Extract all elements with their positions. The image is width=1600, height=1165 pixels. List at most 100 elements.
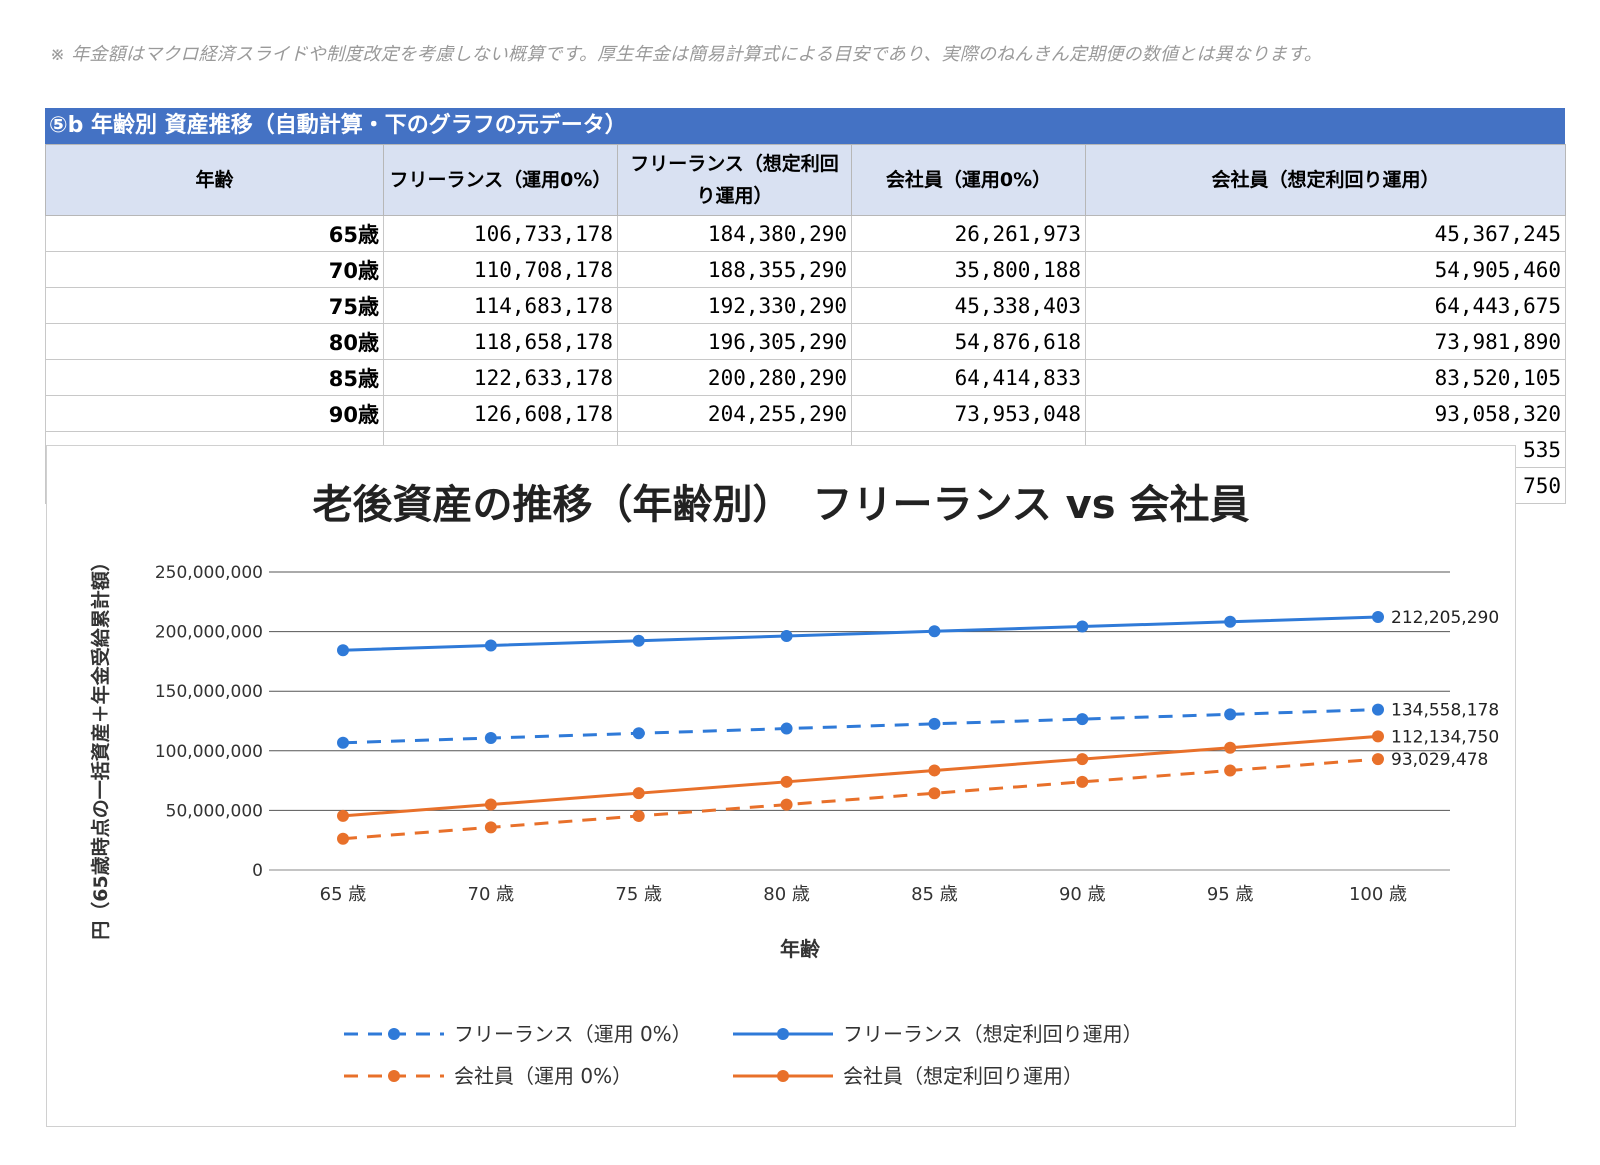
table-row: 70歳 110,708,178 188,355,290 35,800,188 5… bbox=[45, 251, 1566, 288]
disclaimer-note: ※ 年金額はマクロ経済スライドや制度改定を考慮しない概算です。厚生年金は簡易計算… bbox=[50, 44, 1322, 65]
data-point[interactable] bbox=[632, 634, 645, 647]
data-point[interactable] bbox=[632, 787, 645, 800]
x-tick-label: 100 歳 bbox=[1349, 884, 1407, 905]
data-point[interactable] bbox=[1372, 730, 1384, 743]
series-line bbox=[342, 615, 1379, 652]
header-freelance-invest[interactable]: フリーランス（想定利回り運用） bbox=[617, 144, 852, 216]
data-point[interactable] bbox=[1372, 703, 1384, 716]
cell-employee-invest[interactable]: 93,058,320 bbox=[1085, 395, 1566, 432]
cell-freelance-invest[interactable]: 200,280,290 bbox=[617, 359, 852, 396]
cell-employee-invest[interactable]: 73,981,890 bbox=[1085, 323, 1566, 360]
table-row: 85歳 122,633,178 200,280,290 64,414,833 8… bbox=[45, 359, 1566, 396]
header-employee-0[interactable]: 会社員（運用0%） bbox=[851, 144, 1086, 216]
data-point[interactable] bbox=[632, 727, 645, 740]
data-point[interactable] bbox=[484, 732, 497, 745]
table-row: 65歳 106,733,178 184,380,290 26,261,973 4… bbox=[45, 215, 1566, 252]
data-point[interactable] bbox=[484, 821, 497, 834]
data-point[interactable] bbox=[1076, 753, 1089, 766]
header-age[interactable]: 年齢 bbox=[45, 144, 384, 216]
data-point[interactable] bbox=[928, 764, 941, 777]
legend-label: フリーランス（運用 0%） bbox=[454, 1022, 692, 1046]
table-row: 90歳 126,608,178 204,255,290 73,953,048 9… bbox=[45, 395, 1566, 432]
chart-title: 老後資産の推移（年齢別） フリーランス vs 会社員 bbox=[313, 482, 1250, 528]
cell-employee-0[interactable]: 45,338,403 bbox=[851, 287, 1086, 324]
cell-age[interactable]: 80歳 bbox=[45, 323, 384, 360]
data-point[interactable] bbox=[484, 798, 497, 811]
data-point[interactable] bbox=[780, 798, 793, 811]
legend-marker bbox=[388, 1028, 400, 1040]
legend-label: 会社員（想定利回り運用） bbox=[843, 1064, 1083, 1088]
x-tick-label: 80 歳 bbox=[763, 884, 810, 905]
data-point[interactable] bbox=[1224, 764, 1237, 777]
data-point[interactable] bbox=[1372, 611, 1384, 624]
cell-employee-invest[interactable]: 83,520,105 bbox=[1085, 359, 1566, 396]
cell-employee-0[interactable]: 73,953,048 bbox=[851, 395, 1086, 432]
table-row: 75歳 114,683,178 192,330,290 45,338,403 6… bbox=[45, 287, 1566, 324]
legend-marker bbox=[777, 1028, 789, 1040]
x-tick-label: 70 歳 bbox=[468, 884, 515, 905]
data-point[interactable] bbox=[928, 625, 941, 638]
cell-freelance-0[interactable]: 110,708,178 bbox=[383, 251, 618, 288]
data-point[interactable] bbox=[337, 809, 349, 822]
cell-freelance-0[interactable]: 118,658,178 bbox=[383, 323, 618, 360]
cell-employee-0[interactable]: 35,800,188 bbox=[851, 251, 1086, 288]
data-label: 134,558,178 bbox=[1391, 701, 1499, 721]
x-tick-label: 85 歳 bbox=[911, 884, 958, 905]
series-line bbox=[342, 708, 1379, 745]
cell-freelance-invest[interactable]: 188,355,290 bbox=[617, 251, 852, 288]
cell-age[interactable]: 65歳 bbox=[45, 215, 384, 252]
legend-label: 会社員（運用 0%） bbox=[454, 1064, 632, 1088]
x-tick-label: 65 歳 bbox=[320, 884, 367, 905]
data-point[interactable] bbox=[1076, 775, 1089, 788]
y-tick-label: 50,000,000 bbox=[166, 801, 263, 821]
y-tick-label: 100,000,000 bbox=[155, 742, 263, 762]
data-point[interactable] bbox=[1076, 620, 1089, 633]
cell-freelance-0[interactable]: 122,633,178 bbox=[383, 359, 618, 396]
cell-employee-0[interactable]: 64,414,833 bbox=[851, 359, 1086, 396]
data-point[interactable] bbox=[1224, 708, 1237, 721]
data-point[interactable] bbox=[780, 722, 793, 735]
y-tick-label: 250,000,000 bbox=[155, 563, 263, 583]
y-axis-title: 円（65歳時点の一括資産＋年金受給累計額） bbox=[89, 552, 112, 939]
cell-freelance-invest[interactable]: 204,255,290 bbox=[617, 395, 852, 432]
data-point[interactable] bbox=[632, 809, 645, 822]
cell-freelance-0[interactable]: 126,608,178 bbox=[383, 395, 618, 432]
cell-age[interactable]: 85歳 bbox=[45, 359, 384, 396]
x-axis-title: 年齢 bbox=[780, 937, 821, 961]
cell-freelance-0[interactable]: 114,683,178 bbox=[383, 287, 618, 324]
cell-employee-invest[interactable]: 45,367,245 bbox=[1085, 215, 1566, 252]
cell-age[interactable]: 70歳 bbox=[45, 251, 384, 288]
data-point[interactable] bbox=[337, 644, 349, 657]
y-tick-label: 150,000,000 bbox=[155, 682, 263, 702]
header-employee-invest[interactable]: 会社員（想定利回り運用） bbox=[1085, 144, 1566, 216]
cell-freelance-0[interactable]: 106,733,178 bbox=[383, 215, 618, 252]
data-point[interactable] bbox=[484, 639, 497, 652]
cell-age[interactable]: 90歳 bbox=[45, 395, 384, 432]
series-line bbox=[342, 757, 1379, 841]
header-freelance-0[interactable]: フリーランス（運用0%） bbox=[383, 144, 618, 216]
cell-employee-invest[interactable]: 54,905,460 bbox=[1085, 251, 1566, 288]
cell-employee-0[interactable]: 54,876,618 bbox=[851, 323, 1086, 360]
legend-label: フリーランス（想定利回り運用） bbox=[843, 1022, 1143, 1046]
legend-marker bbox=[388, 1070, 400, 1082]
x-tick-label: 75 歳 bbox=[615, 884, 662, 905]
cell-employee-invest[interactable]: 64,443,675 bbox=[1085, 287, 1566, 324]
data-point[interactable] bbox=[337, 736, 349, 749]
data-point[interactable] bbox=[1372, 753, 1384, 766]
data-point[interactable] bbox=[780, 775, 793, 788]
data-point[interactable] bbox=[1224, 741, 1237, 754]
cell-freelance-invest[interactable]: 192,330,290 bbox=[617, 287, 852, 324]
data-point[interactable] bbox=[780, 630, 793, 643]
cell-age[interactable]: 75歳 bbox=[45, 287, 384, 324]
cell-freelance-invest[interactable]: 184,380,290 bbox=[617, 215, 852, 252]
chart-object[interactable]: 老後資産の推移（年齢別） フリーランス vs 会社員 0 50,000,000 10… bbox=[46, 445, 1516, 1127]
cell-employee-0[interactable]: 26,261,973 bbox=[851, 215, 1086, 252]
data-label: 93,029,478 bbox=[1391, 750, 1488, 770]
data-point[interactable] bbox=[928, 717, 941, 730]
data-point[interactable] bbox=[337, 832, 349, 845]
cell-freelance-invest[interactable]: 196,305,290 bbox=[617, 323, 852, 360]
data-point[interactable] bbox=[1224, 615, 1237, 628]
y-tick-label: 200,000,000 bbox=[155, 623, 263, 643]
data-point[interactable] bbox=[928, 787, 941, 800]
data-point[interactable] bbox=[1076, 713, 1089, 726]
